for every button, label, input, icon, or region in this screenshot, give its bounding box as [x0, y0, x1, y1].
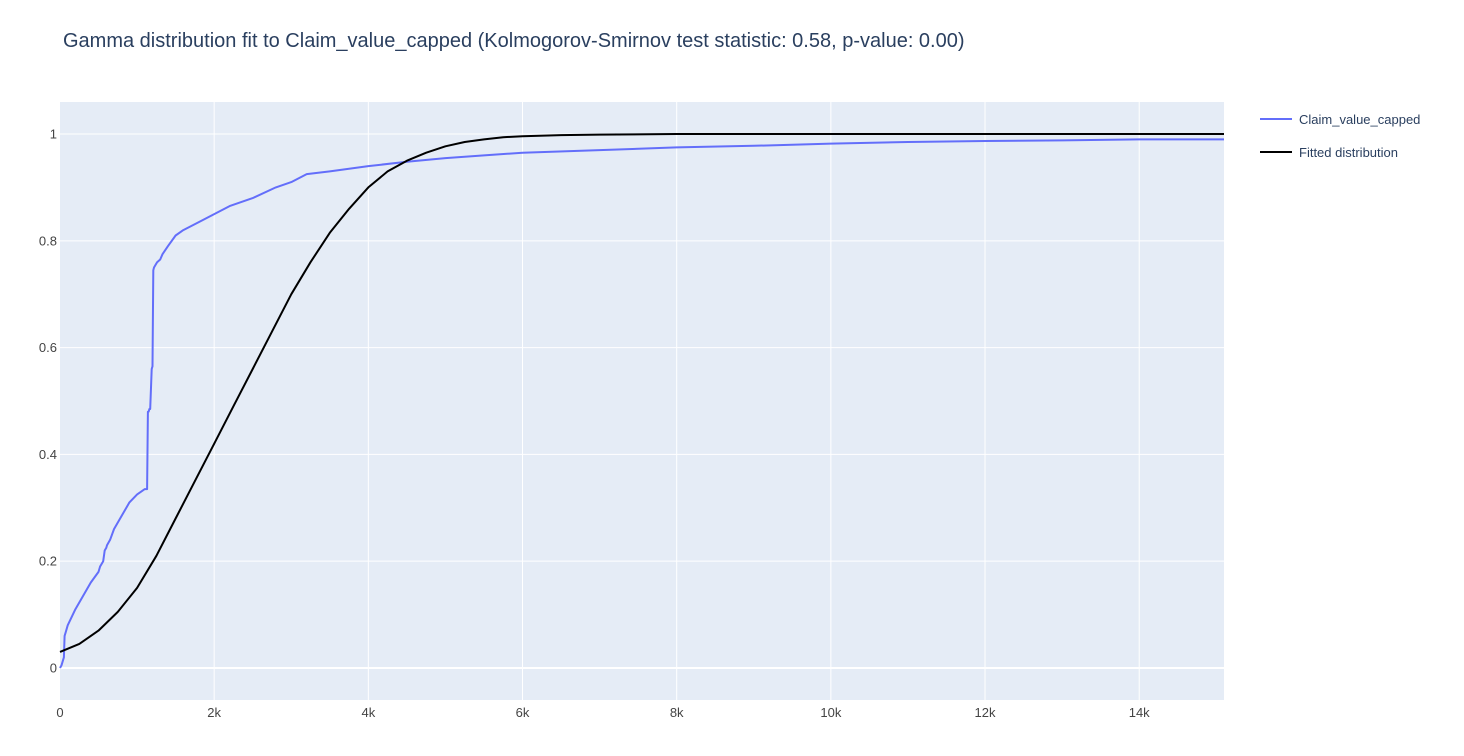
legend[interactable]: Claim_value_capped Fitted distribution — [1260, 112, 1420, 160]
y-axis-tick-labels: 0 0.2 0.4 0.6 0.8 1 — [39, 127, 57, 676]
chart-title: Gamma distribution fit to Claim_value_ca… — [63, 30, 965, 52]
series-layer — [59, 133, 1224, 669]
y-tick-label: 0.4 — [39, 447, 57, 462]
y-tick-label: 0 — [50, 660, 57, 675]
x-tick-label: 4k — [361, 705, 375, 720]
series-line-claim-value-capped — [59, 138, 1224, 669]
y-tick-label: 0.2 — [39, 554, 57, 569]
x-tick-label: 6k — [516, 705, 530, 720]
legend-label: Claim_value_capped — [1299, 112, 1420, 127]
x-tick-label: 0 — [56, 705, 63, 720]
y-tick-label: 0.8 — [39, 233, 57, 248]
x-tick-label: 14k — [1129, 705, 1150, 720]
x-tick-label: 2k — [207, 705, 221, 720]
legend-item[interactable]: Claim_value_capped — [1260, 112, 1420, 127]
x-tick-label: 12k — [975, 705, 996, 720]
series-line-fitted-distribution — [59, 133, 1224, 653]
x-tick-label: 10k — [820, 705, 841, 720]
x-tick-label: 8k — [670, 705, 684, 720]
legend-label: Fitted distribution — [1299, 145, 1398, 160]
legend-item[interactable]: Fitted distribution — [1260, 145, 1398, 160]
x-gridlines — [213, 102, 1140, 700]
x-axis-tick-labels: 0 2k 4k 6k 8k 10k 12k 14k — [56, 705, 1150, 720]
y-tick-label: 0.6 — [39, 340, 57, 355]
plot-background — [60, 102, 1224, 700]
y-tick-label: 1 — [50, 127, 57, 142]
